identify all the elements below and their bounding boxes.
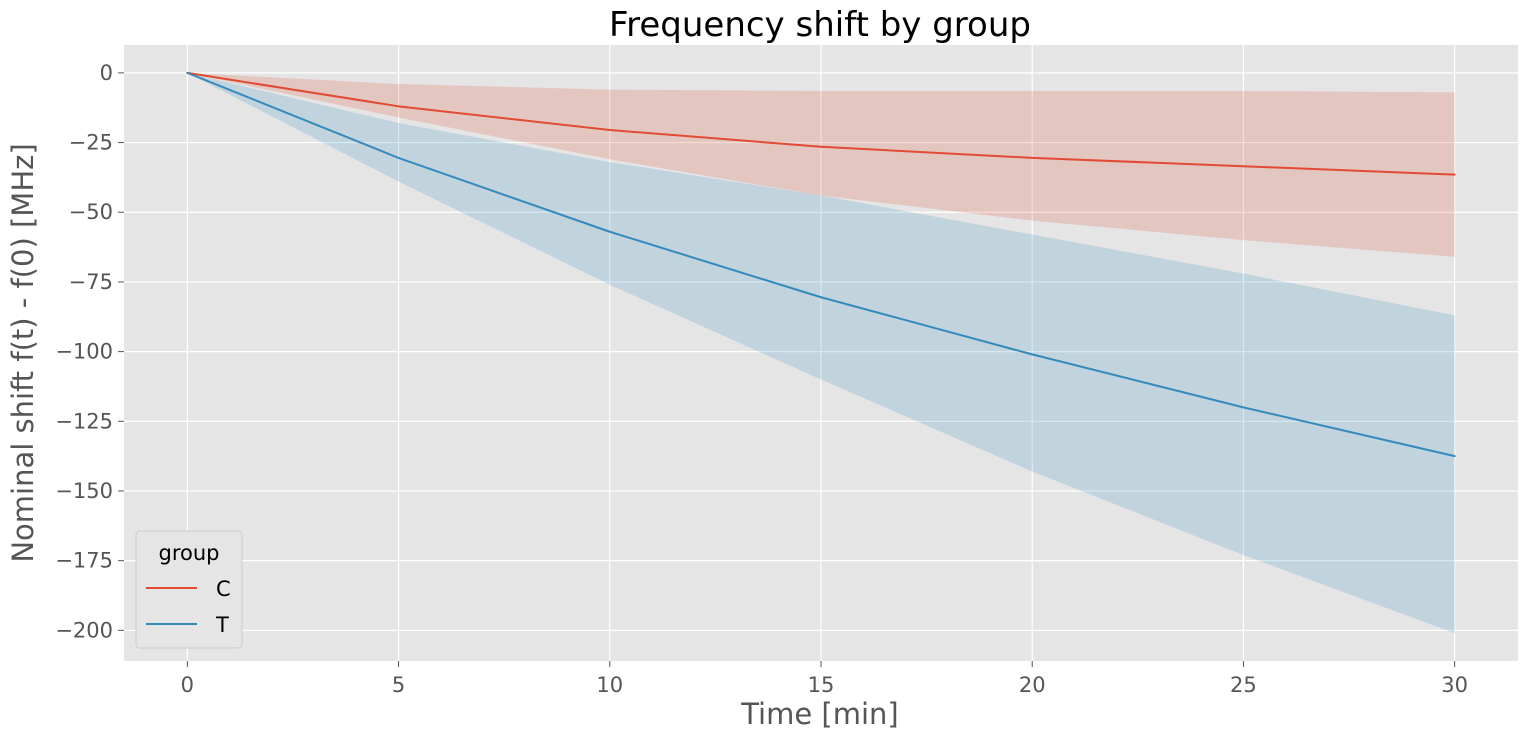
y-tick-label: −175	[55, 549, 113, 573]
legend: group C T	[135, 530, 243, 649]
data-point-c	[820, 145, 822, 148]
data-point-t	[1453, 455, 1456, 458]
x-axis-ticks: 0 5 10 15 20 25 30	[181, 661, 1468, 697]
data-point-c	[1242, 165, 1245, 168]
series-lines	[186, 71, 1456, 458]
y-tick-label: −50	[69, 200, 113, 224]
data-point-c	[608, 129, 611, 132]
legend-label-c: C	[216, 577, 231, 601]
data-point-t	[186, 71, 189, 74]
x-tick-label: 10	[596, 673, 623, 697]
data-point-t	[1242, 406, 1245, 409]
data-point-t	[397, 156, 400, 159]
y-tick-label: −200	[55, 618, 113, 642]
x-tick-label: 20	[1019, 673, 1046, 697]
grid-lines	[124, 45, 1518, 661]
x-tick-label: 15	[808, 673, 835, 697]
x-tick-label: 25	[1230, 673, 1257, 697]
data-point-c	[1031, 156, 1034, 159]
y-tick-label: −150	[55, 479, 113, 503]
y-tick-label: −25	[69, 131, 113, 155]
data-point-t	[820, 296, 822, 299]
x-tick-label: 5	[392, 673, 405, 697]
x-tick-label: 30	[1441, 673, 1468, 697]
legend-title: group	[159, 541, 220, 565]
legend-label-t: T	[215, 613, 229, 637]
data-point-c	[397, 105, 400, 108]
data-point-c	[1453, 173, 1456, 176]
y-tick-label: −100	[55, 340, 113, 364]
y-tick-label: 0	[100, 61, 113, 85]
confidence-band-t	[187, 72, 1455, 634]
legend-box	[135, 530, 243, 649]
chart-title: Frequency shift by group	[609, 5, 1031, 45]
x-axis-title: Time [min]	[740, 697, 899, 731]
y-tick-label: −125	[55, 409, 113, 433]
y-tick-label: −75	[69, 270, 113, 294]
y-axis-title: Nominal shift f(t) - f(0) [MHz]	[6, 143, 40, 562]
y-axis-ticks: 0 −25 −50 −75 −100 −125 −150 −175 −200	[55, 61, 124, 642]
data-point-t	[1031, 353, 1034, 356]
x-tick-label: 0	[181, 673, 194, 697]
data-point-t	[608, 230, 611, 233]
